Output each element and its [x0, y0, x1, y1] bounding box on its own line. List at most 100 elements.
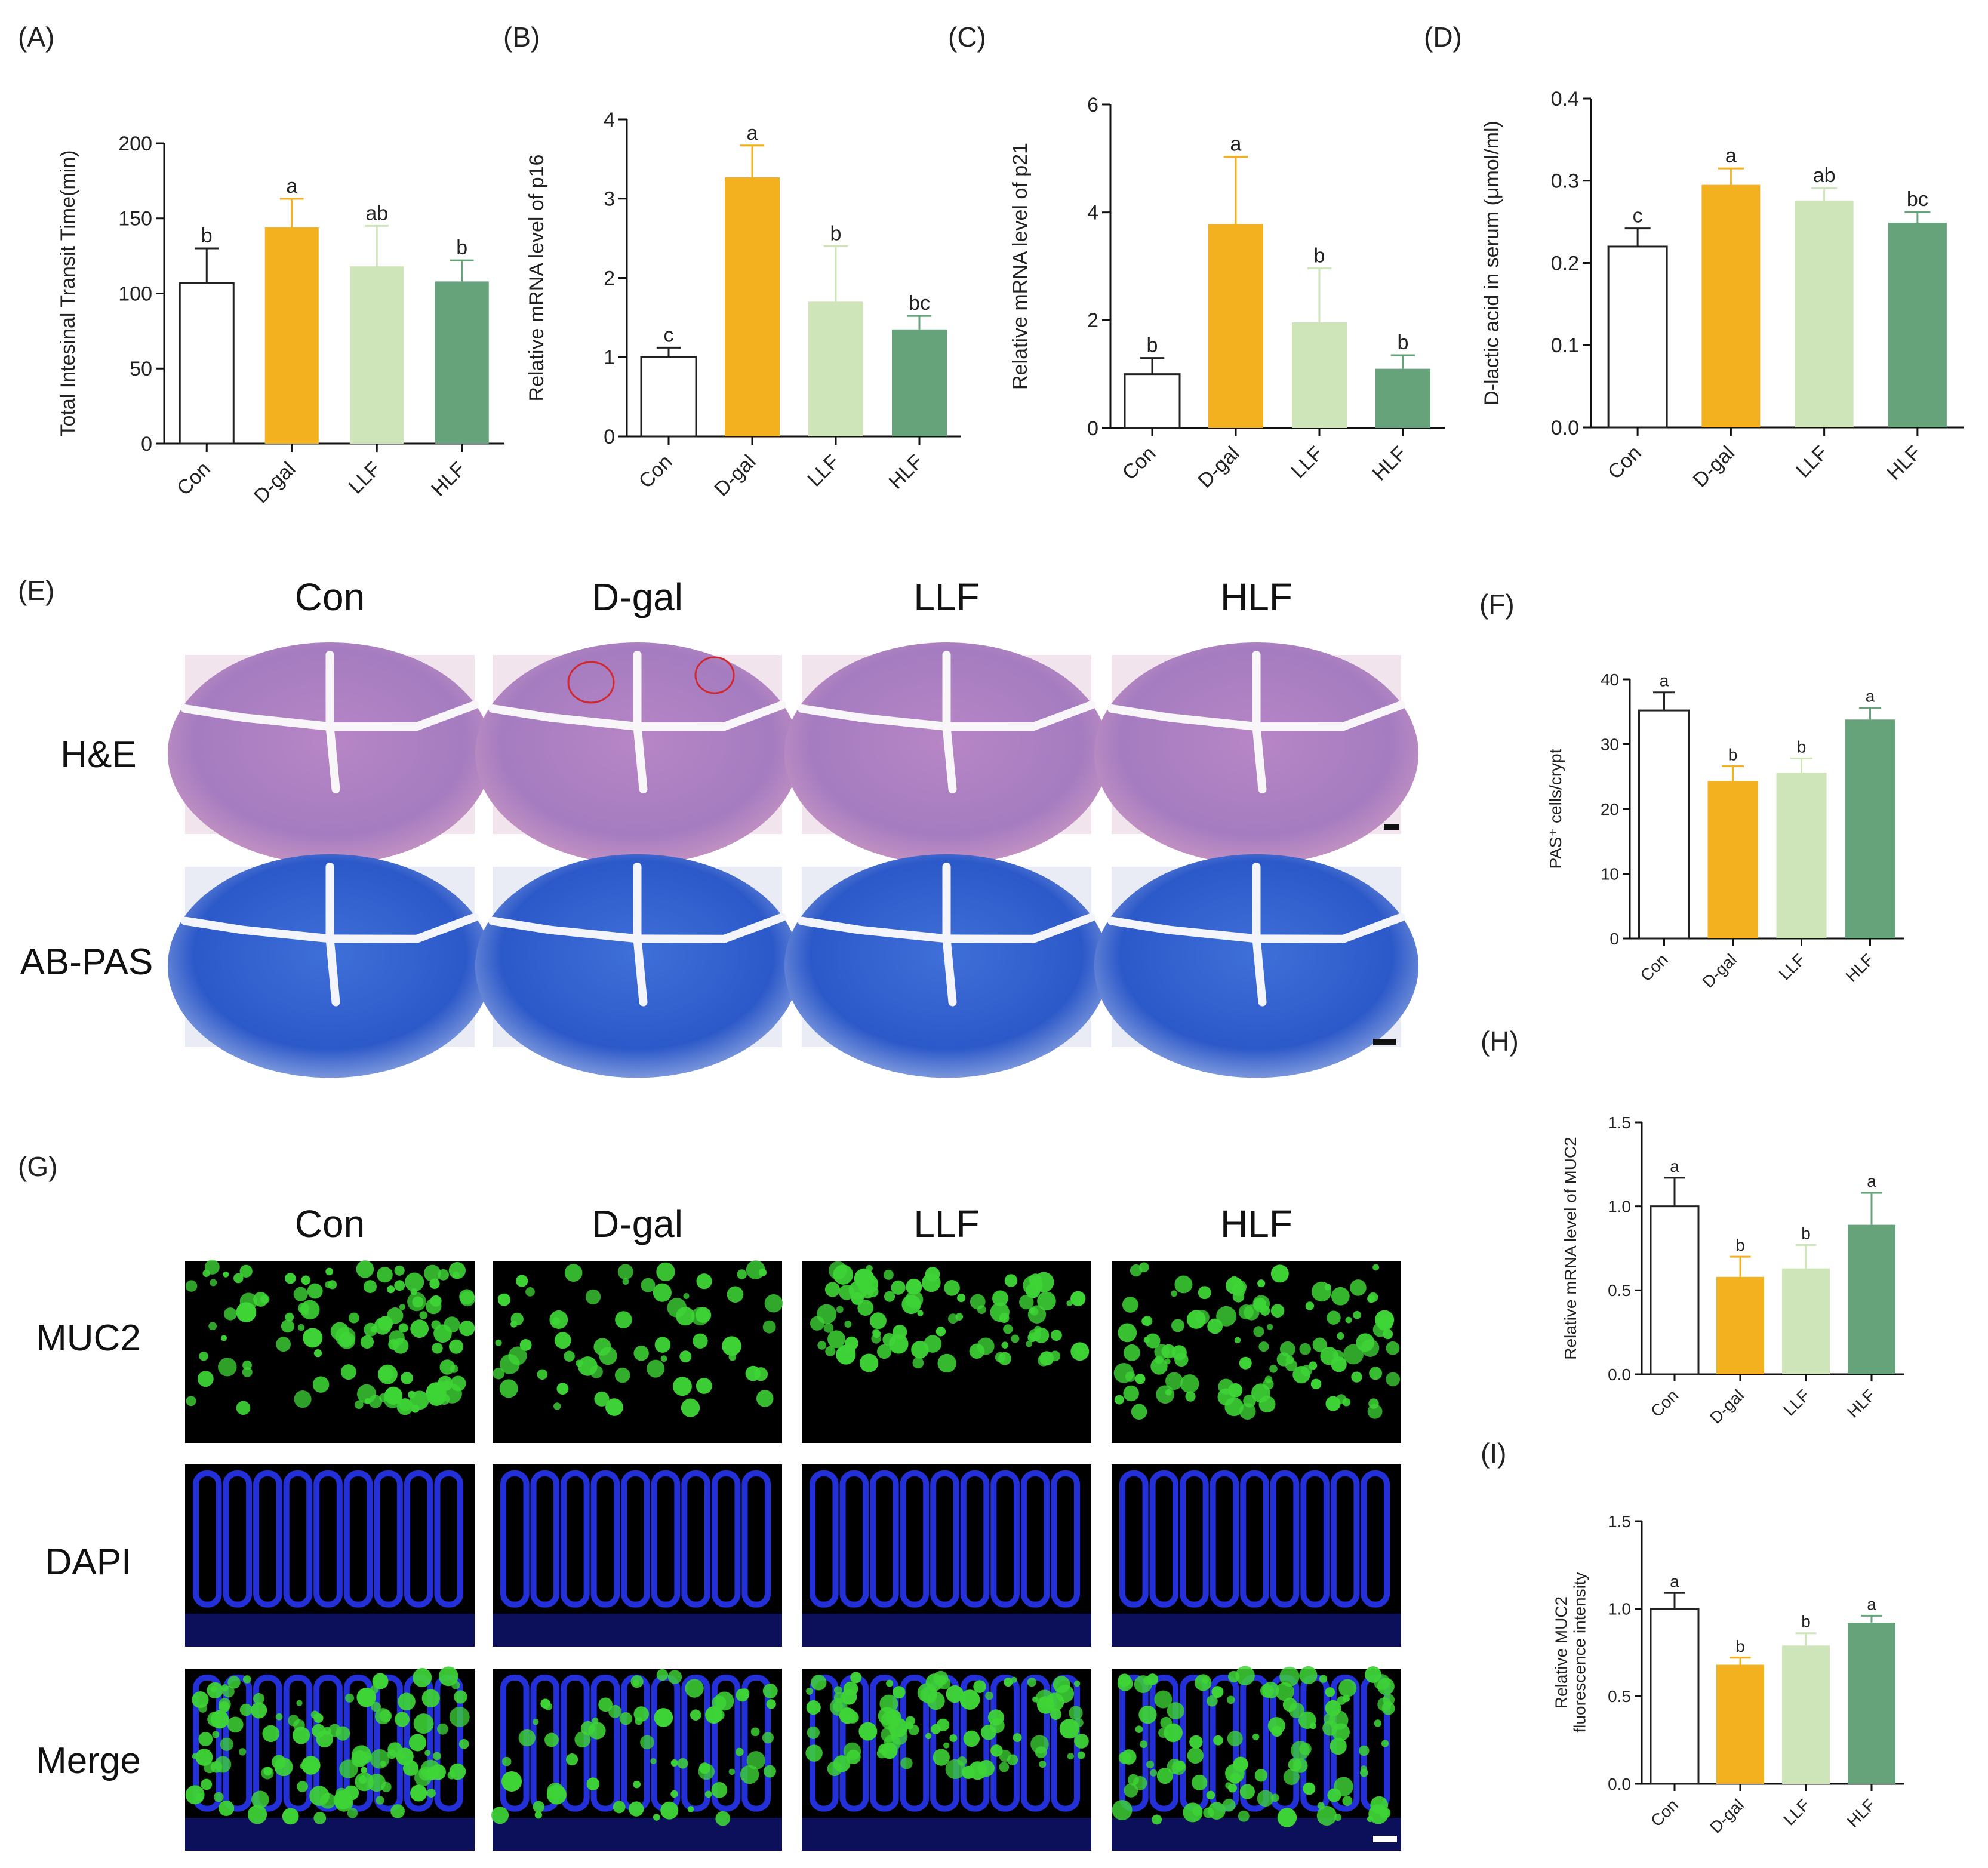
muc2-granule	[227, 1716, 244, 1733]
muc2-granule	[540, 1698, 550, 1709]
muc2-granule	[238, 1748, 247, 1756]
dapi-villus	[930, 1470, 959, 1608]
muc2-granule	[1039, 1761, 1047, 1768]
he-con-lumen	[181, 704, 247, 722]
he-llf-lumen	[942, 722, 957, 793]
muc2-granule	[275, 1713, 283, 1721]
muc2-granule	[764, 1294, 783, 1313]
muc2-granule	[933, 1749, 950, 1766]
muc2-granule	[323, 1727, 331, 1735]
significance-letter: c	[1633, 205, 1643, 227]
muc2-granule	[207, 1712, 222, 1727]
y-tick-label: 4	[1087, 202, 1098, 224]
muc2-granule	[959, 1689, 980, 1710]
row-label-abpas: AB-PAS	[20, 941, 153, 983]
muc2-granule	[1238, 1810, 1250, 1822]
muc2-granule	[1359, 1745, 1370, 1756]
muc2-granule	[1131, 1404, 1147, 1420]
significance-letter: a	[747, 122, 758, 144]
dapi-villus	[530, 1470, 560, 1608]
muc2-granule	[223, 1271, 229, 1278]
muc2-granule	[534, 1811, 543, 1819]
muc2-granule	[833, 1755, 851, 1772]
muc2-granule	[294, 1390, 312, 1408]
muc2-granule	[1239, 1784, 1255, 1799]
y-tick-label: 1	[604, 346, 615, 369]
muc2-granule	[395, 1712, 410, 1727]
muc2-granule	[242, 1360, 252, 1370]
x-tick-label: HLF	[1368, 442, 1411, 485]
muc2-granule	[891, 1280, 906, 1295]
muc2-granule	[1330, 1737, 1347, 1755]
x-tick-label: HLF	[427, 457, 470, 500]
muc2-granule	[633, 1706, 650, 1722]
muc2-granule	[615, 1311, 632, 1328]
muc2-granule	[877, 1344, 892, 1359]
muc2-granule	[906, 1278, 922, 1295]
muc2-granule	[957, 1294, 966, 1303]
muc2-granule	[421, 1689, 440, 1707]
muc2-granule	[633, 1346, 649, 1361]
muc2-granule	[917, 1310, 924, 1316]
muc2-granule	[410, 1319, 429, 1338]
significance-letter: a	[1230, 133, 1242, 156]
muc2-granule	[1252, 1295, 1270, 1313]
significance-letter: b	[1797, 737, 1807, 756]
x-tick-label: Con	[1118, 442, 1161, 484]
bar-con	[1638, 709, 1690, 940]
muc2-granule	[223, 1685, 235, 1698]
bar-d-gal	[1707, 781, 1758, 938]
muc2-granule	[883, 1269, 894, 1280]
bar-d-gal	[1208, 224, 1263, 428]
muc2-granule	[358, 1775, 367, 1784]
muc2-granule	[1019, 1294, 1034, 1310]
muc2-granule	[1156, 1385, 1174, 1404]
muc2-granule	[1275, 1682, 1294, 1701]
muc2-granule	[693, 1333, 708, 1349]
abpas-d-gal-lumen	[488, 916, 555, 934]
muc2-granule	[242, 1367, 253, 1377]
muc2-granule	[937, 1676, 951, 1690]
x-tick-label: D-gal	[1193, 442, 1244, 492]
muc2-granule	[1216, 1306, 1237, 1327]
bar-con	[1124, 373, 1181, 429]
muc2-granule	[566, 1753, 578, 1766]
y-tick-label: 0	[1610, 930, 1619, 948]
muc2-granule	[518, 1729, 536, 1747]
y-tick-label: 0.0	[1608, 1775, 1631, 1793]
muc2-granule	[1187, 1747, 1204, 1764]
muc2-granule	[219, 1800, 235, 1816]
dapi-villus	[253, 1470, 282, 1608]
scale-bar	[1373, 1039, 1396, 1045]
muc2-granule	[396, 1747, 414, 1765]
abpas-hlf-lumen	[1107, 916, 1174, 934]
muc2-granule	[698, 1763, 715, 1780]
muc2-granule	[1303, 1782, 1316, 1795]
muc2-granule	[533, 1718, 539, 1725]
muc2-granule	[1125, 1371, 1136, 1382]
x-tick-label: HLF	[1882, 441, 1925, 484]
muc2-granule	[198, 1704, 208, 1713]
muc2-granule	[1327, 1788, 1341, 1802]
muc2-granule	[410, 1288, 418, 1295]
muc2-granule	[641, 1278, 656, 1292]
muc2-granule	[695, 1307, 712, 1323]
muc2-granule	[745, 1365, 761, 1381]
dapi-villus	[1149, 1675, 1179, 1812]
muc2-granule	[1267, 1324, 1273, 1330]
muc2-granule	[857, 1300, 874, 1316]
muc2-granule	[201, 1778, 213, 1790]
column-header-con: Con	[295, 576, 365, 618]
muc2-granule	[1039, 1351, 1054, 1366]
muc2-granule	[944, 1279, 960, 1296]
muc2-granule	[1011, 1334, 1020, 1343]
y-tick-label: 0.2	[1551, 252, 1579, 275]
muc2-granule	[1165, 1372, 1183, 1390]
muc2-granule	[1367, 1815, 1374, 1823]
muc2-granule	[1325, 1687, 1335, 1697]
muc2-granule	[459, 1321, 475, 1337]
muc2-granule	[233, 1273, 244, 1284]
muc2-granule	[312, 1376, 330, 1393]
muc2-granule	[1228, 1783, 1237, 1793]
muc2-granule	[459, 1289, 475, 1304]
